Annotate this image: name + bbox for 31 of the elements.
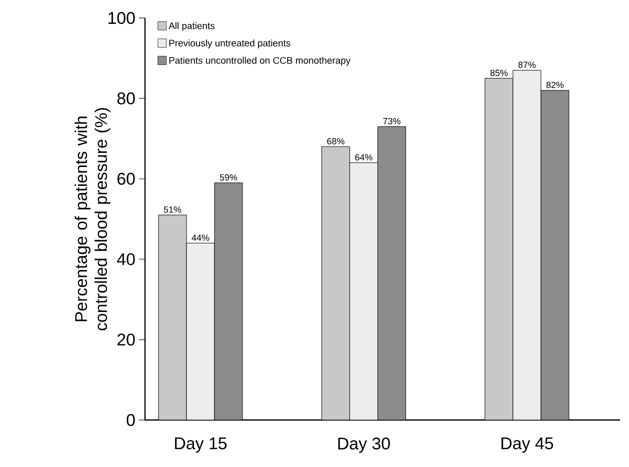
bar xyxy=(377,126,406,420)
data-label: 64% xyxy=(355,154,372,160)
bar xyxy=(512,70,542,420)
data-label: 87% xyxy=(518,62,536,68)
data-label: 73% xyxy=(383,118,400,124)
legend-label: All patients xyxy=(168,22,215,32)
y-axis-title: Percentage of patients with controlled blood pressure (%) xyxy=(74,108,110,330)
data-label: 82% xyxy=(546,82,564,88)
x-tick-label: Day 45 xyxy=(502,438,554,453)
legend-label: Previously untreated patients xyxy=(169,40,290,48)
legend-label: Patients uncontrolled on CCB monotherapy xyxy=(169,56,351,66)
data-label: 68% xyxy=(327,138,344,144)
data-label: 85% xyxy=(490,70,508,76)
data-label: 59% xyxy=(220,174,238,181)
y-tick-label: 80 xyxy=(117,92,135,104)
bar xyxy=(214,182,243,420)
bar xyxy=(158,214,187,420)
data-label: 51% xyxy=(164,206,182,213)
bar xyxy=(540,90,570,420)
y-tick-label: 0 xyxy=(126,414,135,426)
x-tick-label: Day 30 xyxy=(338,438,390,453)
y-tick-label: 20 xyxy=(118,334,135,346)
y-tick-label: 40 xyxy=(117,253,135,266)
y-tick-label: 60 xyxy=(118,172,135,185)
data-label: 44% xyxy=(192,234,210,241)
x-tick-label: Day 15 xyxy=(175,438,227,453)
bar xyxy=(484,78,514,420)
bar xyxy=(349,162,378,420)
y-tick-label: 100 xyxy=(108,12,135,24)
bar xyxy=(186,242,215,420)
bar xyxy=(321,146,350,420)
